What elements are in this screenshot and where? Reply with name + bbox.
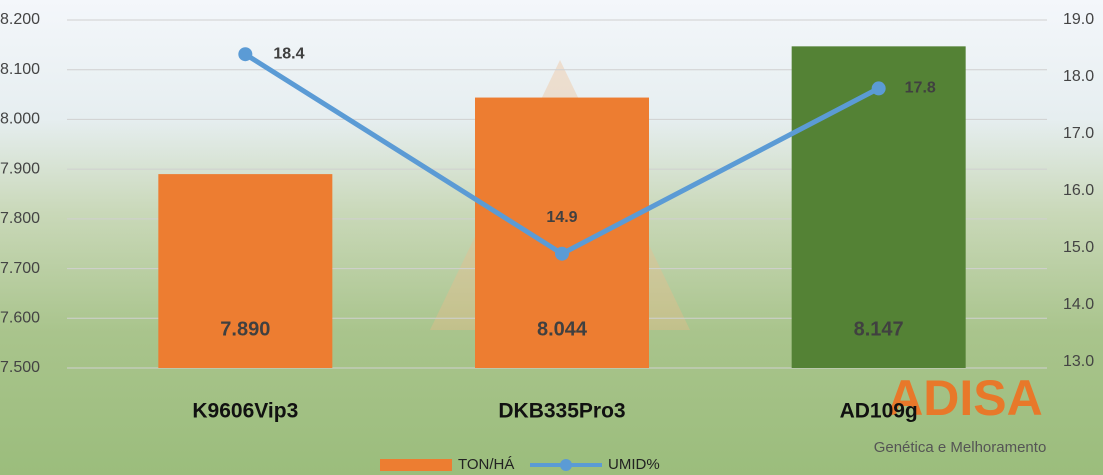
y2-tick-label: 15.0 <box>1063 239 1094 256</box>
legend-label: UMID% <box>608 456 660 473</box>
y-tick-label: 7.700 <box>0 260 40 277</box>
y2-tick-label: 13.0 <box>1063 353 1094 370</box>
y2-tick-label: 19.0 <box>1063 11 1094 28</box>
legend-swatch <box>560 459 572 471</box>
bar-value-label: 8.044 <box>537 318 588 340</box>
line-value-label: 14.9 <box>546 209 577 226</box>
line-value-label: 18.4 <box>273 45 304 62</box>
line-value-label: 17.8 <box>905 80 936 97</box>
y2-tick-label: 16.0 <box>1063 182 1094 199</box>
x-tick-label: DKB335Pro3 <box>498 400 625 423</box>
y-tick-label: 8.200 <box>0 11 40 28</box>
bar <box>158 174 333 368</box>
y-tick-label: 7.800 <box>0 210 40 227</box>
logo-name: ADISA <box>887 370 1043 426</box>
logo-tagline: Genética e Melhoramento <box>874 439 1047 456</box>
x-tick-label: AD109g <box>840 400 918 423</box>
y-tick-label: 7.500 <box>0 359 40 376</box>
y2-tick-label: 14.0 <box>1063 296 1094 313</box>
line-marker <box>871 81 886 96</box>
y2-tick-label: 18.0 <box>1063 68 1094 85</box>
line-marker <box>238 47 253 62</box>
legend-label: TON/HÁ <box>458 456 514 473</box>
y-tick-label: 8.100 <box>0 61 40 78</box>
y-tick-label: 8.000 <box>0 111 40 128</box>
bar-value-label: 7.890 <box>220 318 270 340</box>
legend-swatch <box>380 459 452 471</box>
y-tick-label: 7.900 <box>0 160 40 177</box>
y-tick-label: 7.600 <box>0 310 40 327</box>
bar-value-label: 8.147 <box>854 318 904 340</box>
x-tick-label: K9606Vip3 <box>192 400 298 423</box>
line-marker <box>555 246 569 261</box>
bar <box>475 97 649 368</box>
bar <box>791 46 966 368</box>
y2-tick-label: 17.0 <box>1063 125 1094 142</box>
